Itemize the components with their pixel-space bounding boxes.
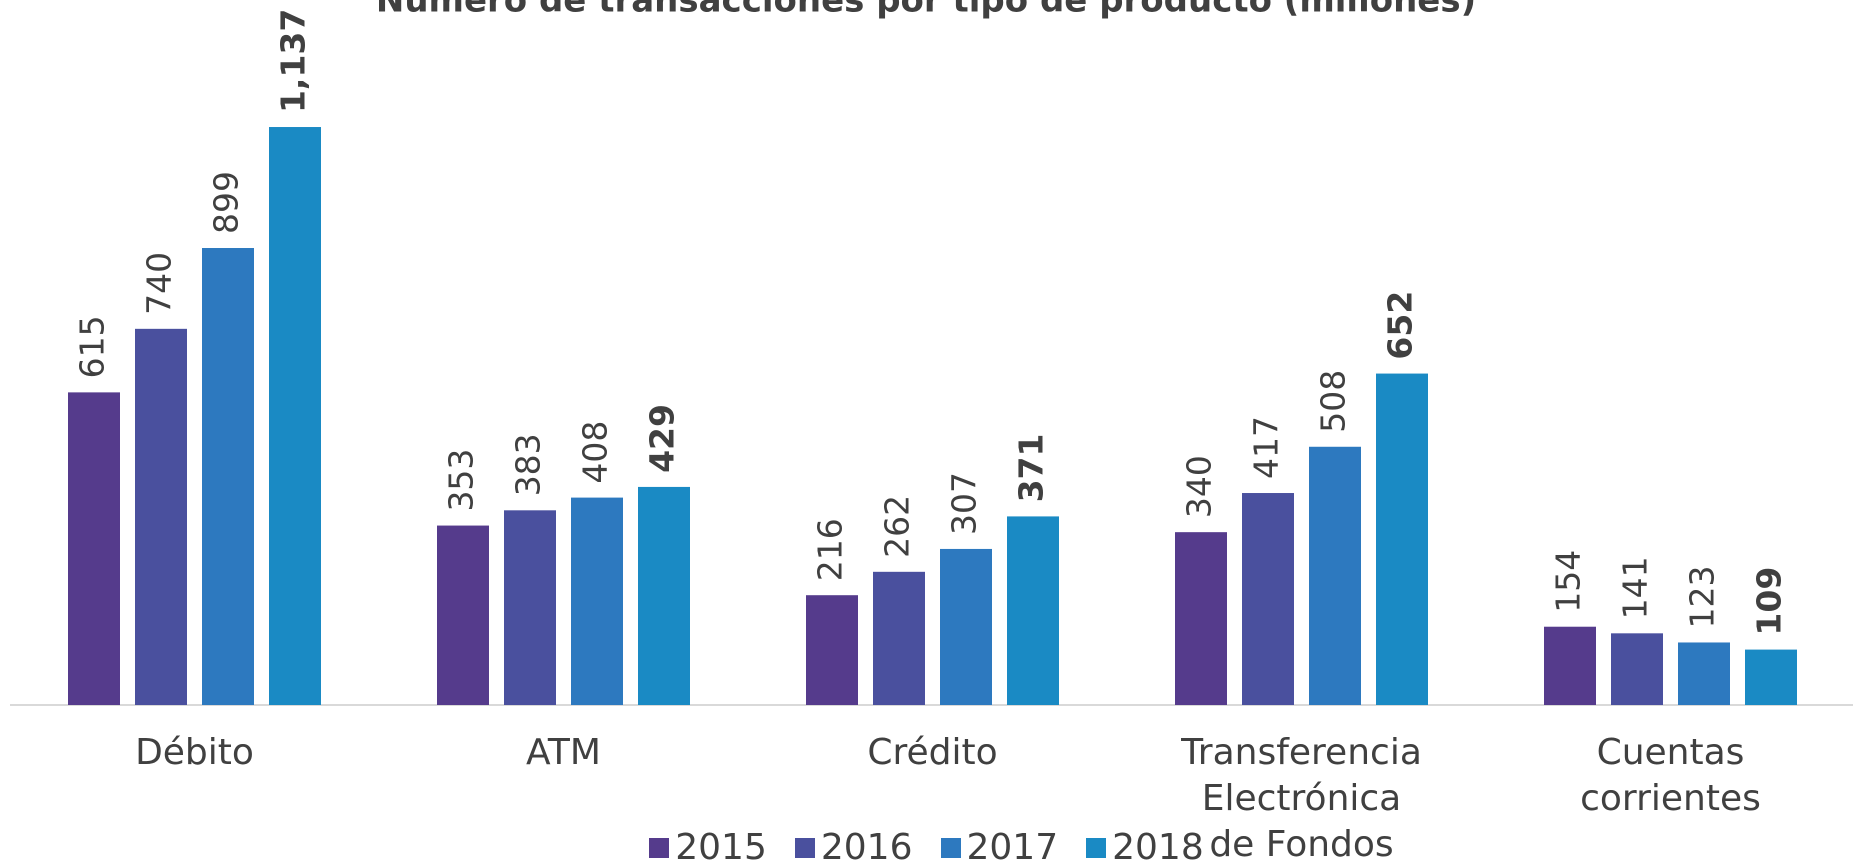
bar <box>1376 373 1428 705</box>
data-label: 262 <box>878 495 917 558</box>
bar <box>940 548 992 705</box>
bar <box>1544 626 1596 705</box>
x-tick-label: Crédito <box>867 732 998 773</box>
bar <box>571 497 623 705</box>
legend-item: 2017 <box>940 827 1059 868</box>
x-tick-label: ATM <box>526 732 601 773</box>
x-tick-label: Transferencia Electrónica de Fondos <box>1181 732 1422 865</box>
bar <box>873 571 925 705</box>
data-label: 307 <box>945 472 984 535</box>
data-label: 353 <box>442 449 481 512</box>
bar <box>269 127 321 705</box>
legend-item: 2016 <box>794 827 913 868</box>
legend: 2015 2016 2017 2018 <box>0 828 1853 868</box>
bar <box>437 525 489 705</box>
data-label: 408 <box>576 421 615 484</box>
bar <box>1175 532 1227 705</box>
data-label: 740 <box>140 252 179 315</box>
bar <box>504 510 556 705</box>
data-label: 383 <box>509 433 548 496</box>
legend-swatch <box>649 838 670 858</box>
data-label: 899 <box>207 171 246 234</box>
legend-item: 2015 <box>649 828 767 868</box>
bar <box>68 392 120 705</box>
data-label: 615 <box>73 315 112 378</box>
legend-label: 2015 <box>675 827 767 868</box>
legend-swatch <box>1086 838 1107 858</box>
data-label: 123 <box>1683 565 1722 628</box>
data-label: 429 <box>643 404 682 473</box>
data-label: 109 <box>1750 567 1789 636</box>
data-label: 340 <box>1180 455 1219 518</box>
data-label: 154 <box>1549 550 1588 613</box>
bar <box>202 248 254 705</box>
legend-item: 2018 <box>1086 828 1204 868</box>
bar <box>1745 649 1797 705</box>
x-tick-label: Débito <box>135 732 254 773</box>
bar <box>1309 446 1361 705</box>
data-label: 371 <box>1012 434 1051 503</box>
legend-label: 2018 <box>1112 827 1204 868</box>
legend-swatch <box>794 838 815 858</box>
data-label: 652 <box>1381 291 1420 360</box>
data-label: 1,137 <box>274 9 313 113</box>
x-tick-label: Cuentas corrientes <box>1580 732 1761 819</box>
legend-swatch <box>940 838 961 858</box>
bar <box>806 595 858 705</box>
data-label: 141 <box>1616 556 1655 619</box>
bar <box>638 486 690 705</box>
legend-label: 2017 <box>966 827 1059 868</box>
data-label: 508 <box>1314 370 1353 433</box>
bar <box>1242 493 1294 705</box>
bar <box>1007 516 1059 705</box>
data-label: 216 <box>811 518 850 581</box>
legend-label: 2016 <box>820 827 913 868</box>
chart-title: Número de transacciones por tipo de prod… <box>376 0 1476 21</box>
bar <box>1611 633 1663 705</box>
bar <box>135 328 187 705</box>
data-label: 417 <box>1247 416 1286 479</box>
bar <box>1678 642 1730 705</box>
